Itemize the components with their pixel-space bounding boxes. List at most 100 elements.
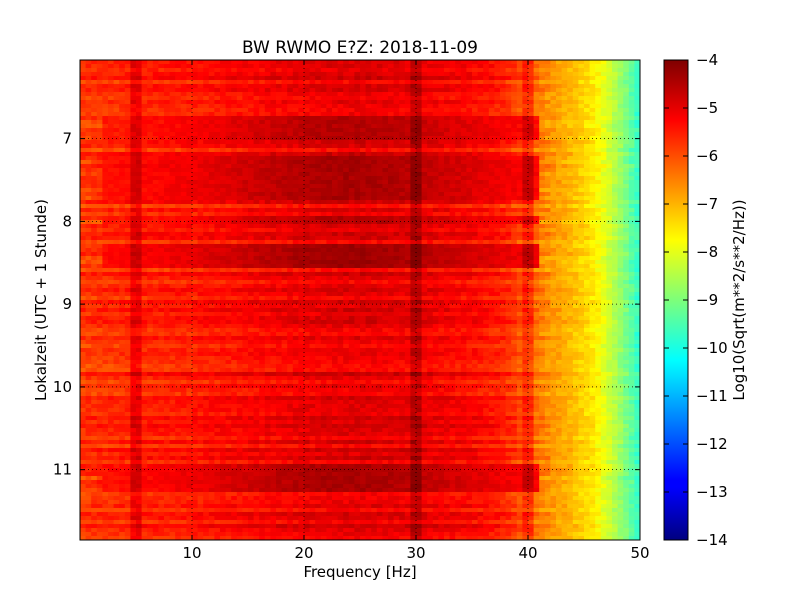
heatmap-cell xyxy=(186,208,193,213)
heatmap-cell xyxy=(164,224,171,229)
heatmap-cell xyxy=(259,100,266,105)
heatmap-cell xyxy=(606,240,613,245)
heatmap-cell xyxy=(287,164,294,169)
heatmap-cell xyxy=(455,228,462,233)
heatmap-cell xyxy=(466,212,473,217)
heatmap-cell xyxy=(242,68,249,73)
heatmap-cell xyxy=(623,64,630,69)
heatmap-cell xyxy=(242,224,249,229)
heatmap-cell xyxy=(595,88,602,93)
heatmap-cell xyxy=(399,228,406,233)
heatmap-cell xyxy=(488,176,495,181)
heatmap-cell xyxy=(214,192,221,197)
heatmap-cell xyxy=(108,104,115,109)
heatmap-cell xyxy=(511,132,518,137)
heatmap-cell xyxy=(427,136,434,141)
heatmap-cell xyxy=(348,76,355,81)
heatmap-cell xyxy=(376,116,383,121)
heatmap-cell xyxy=(522,196,529,201)
heatmap-cell xyxy=(298,92,305,97)
heatmap-cell xyxy=(124,100,131,105)
heatmap-cell xyxy=(236,140,243,145)
heatmap-cell xyxy=(208,64,215,69)
heatmap-cell xyxy=(242,172,249,177)
heatmap-cell xyxy=(382,120,389,125)
heatmap-cell xyxy=(427,176,434,181)
heatmap-cell xyxy=(628,184,635,189)
heatmap-cell xyxy=(416,216,423,221)
heatmap-cell xyxy=(203,256,210,261)
heatmap-cell xyxy=(623,100,630,105)
heatmap-cell xyxy=(584,64,591,69)
heatmap-cell xyxy=(494,196,501,201)
heatmap-cell xyxy=(309,144,316,149)
heatmap-cell xyxy=(214,64,221,69)
heatmap-cell xyxy=(466,152,473,157)
heatmap-cell xyxy=(292,140,299,145)
heatmap-cell xyxy=(152,136,159,141)
heatmap-cell xyxy=(634,188,640,193)
heatmap-cell xyxy=(264,148,271,153)
heatmap-cell xyxy=(197,148,204,153)
heatmap-cell xyxy=(214,76,221,81)
heatmap-cell xyxy=(85,184,92,189)
heatmap-cell xyxy=(449,224,456,229)
heatmap-cell xyxy=(102,144,109,149)
heatmap-cell xyxy=(91,116,98,121)
heatmap-cell xyxy=(214,228,221,233)
heatmap-cell xyxy=(421,144,428,149)
heatmap-cell xyxy=(85,128,92,133)
heatmap-cell xyxy=(320,164,327,169)
heatmap-cell xyxy=(203,236,210,241)
heatmap-cell xyxy=(528,248,535,253)
heatmap-cell xyxy=(606,120,613,125)
heatmap-cell xyxy=(175,216,182,221)
heatmap-cell xyxy=(516,88,523,93)
heatmap-cell xyxy=(449,192,456,197)
heatmap-cell xyxy=(124,152,131,157)
heatmap-cell xyxy=(136,216,143,221)
heatmap-cell xyxy=(85,76,92,81)
heatmap-cell xyxy=(102,156,109,161)
heatmap-cell xyxy=(270,252,277,257)
heatmap-cell xyxy=(214,96,221,101)
heatmap-cell xyxy=(180,220,187,225)
heatmap-cell xyxy=(500,152,507,157)
heatmap-cell xyxy=(225,228,232,233)
heatmap-cell xyxy=(91,252,98,257)
heatmap-cell xyxy=(404,128,411,133)
heatmap-cell xyxy=(388,128,395,133)
heatmap-cell xyxy=(130,168,137,173)
heatmap-cell xyxy=(572,192,579,197)
heatmap-cell xyxy=(634,144,640,149)
heatmap-cell xyxy=(388,248,395,253)
heatmap-cell xyxy=(287,196,294,201)
heatmap-cell xyxy=(276,152,283,157)
heatmap-cell xyxy=(438,68,445,73)
heatmap-cell xyxy=(410,224,417,229)
heatmap-cell xyxy=(623,88,630,93)
heatmap-cell xyxy=(617,152,624,157)
heatmap-cell xyxy=(208,60,215,65)
heatmap-cell xyxy=(248,92,255,97)
heatmap-cell xyxy=(494,236,501,241)
heatmap-cell xyxy=(348,108,355,113)
heatmap-cell xyxy=(634,248,640,253)
heatmap-cell xyxy=(102,136,109,141)
heatmap-cell xyxy=(208,152,215,157)
heatmap-cell xyxy=(332,184,339,189)
heatmap-cell xyxy=(315,76,322,81)
heatmap-cell xyxy=(270,160,277,165)
heatmap-cell xyxy=(119,256,126,261)
heatmap-cell xyxy=(337,188,344,193)
heatmap-cell xyxy=(455,196,462,201)
heatmap-cell xyxy=(192,64,199,69)
heatmap-cell xyxy=(242,88,249,93)
heatmap-cell xyxy=(119,132,126,137)
heatmap-cell xyxy=(113,152,120,157)
heatmap-cell xyxy=(253,88,260,93)
heatmap-cell xyxy=(477,132,484,137)
heatmap-cell xyxy=(298,144,305,149)
heatmap-cell xyxy=(287,232,294,237)
heatmap-cell xyxy=(236,184,243,189)
